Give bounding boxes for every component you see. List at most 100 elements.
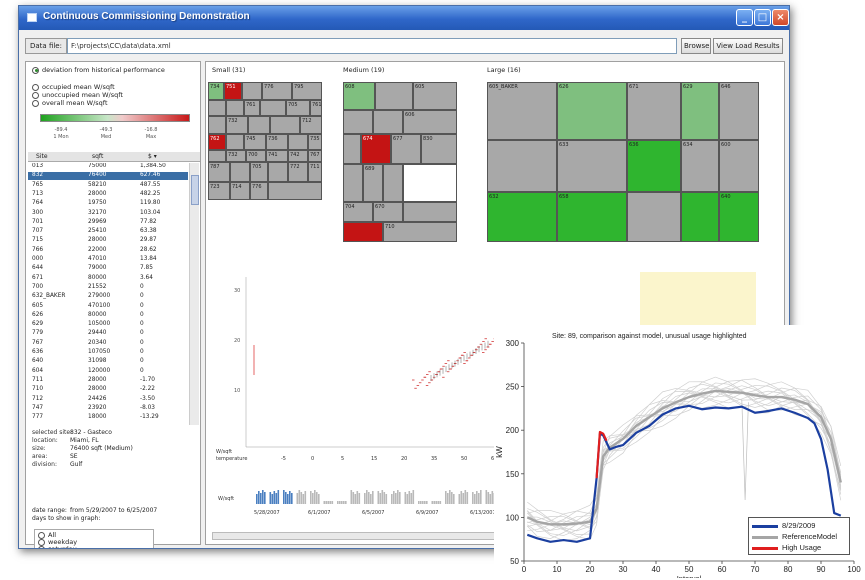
table-row[interactable]: 712 24426 -3.50 bbox=[28, 396, 188, 404]
treemap-tile[interactable]: 636 bbox=[627, 140, 681, 192]
metric-option-occupied[interactable]: occupied mean W/sqft bbox=[32, 83, 115, 92]
metric-option-unoccupied[interactable]: unoccupied mean W/sqft bbox=[32, 91, 123, 100]
minimize-button[interactable]: _ bbox=[736, 9, 753, 26]
treemap-tile[interactable] bbox=[681, 192, 719, 242]
radio-icon[interactable] bbox=[38, 531, 45, 539]
treemap-tile[interactable]: 605_BAKER bbox=[487, 82, 557, 140]
treemap-tile[interactable] bbox=[403, 164, 457, 202]
treemap-tile[interactable] bbox=[383, 164, 403, 202]
treemap-tile[interactable] bbox=[208, 116, 226, 134]
table-row[interactable]: 710 28000 -2.22 bbox=[28, 386, 188, 394]
treemap-tile[interactable] bbox=[242, 82, 262, 100]
treemap-tile[interactable] bbox=[343, 110, 373, 134]
treemap-tile[interactable]: 714 bbox=[230, 182, 250, 200]
treemap-tile[interactable]: 732 bbox=[226, 116, 248, 134]
table-row[interactable]: 707 25410 63.38 bbox=[28, 228, 188, 236]
table-row[interactable]: 764 19750 119.80 bbox=[28, 200, 188, 208]
table-row[interactable]: 636 107050 0 bbox=[28, 349, 188, 357]
table-row[interactable]: 013 75000 1,384.50 bbox=[28, 163, 188, 171]
view-load-results-button[interactable]: View Load Results bbox=[713, 38, 783, 54]
treemap-tile[interactable]: 710 bbox=[383, 222, 457, 242]
treemap-tile[interactable]: 700 bbox=[246, 150, 266, 162]
treemap-tile[interactable]: 795 bbox=[292, 82, 322, 100]
treemap-tile[interactable]: 776 bbox=[262, 82, 292, 100]
table-row[interactable]: 777 18000 -13.29 bbox=[28, 414, 188, 422]
treemap-tile[interactable] bbox=[226, 134, 244, 150]
treemap-tile[interactable]: 762 bbox=[208, 134, 226, 150]
metric-option-deviation[interactable]: deviation from historical performance bbox=[32, 66, 165, 75]
treemap-tile[interactable] bbox=[288, 134, 308, 150]
table-row[interactable]: 747 23920 -8.03 bbox=[28, 405, 188, 413]
treemap-tile[interactable]: 632 bbox=[487, 192, 557, 242]
treemap-tile[interactable] bbox=[248, 116, 270, 134]
treemap-tile[interactable]: 671 bbox=[627, 82, 681, 140]
treemap-tile[interactable] bbox=[487, 140, 557, 192]
table-row[interactable]: 604 120000 0 bbox=[28, 368, 188, 376]
treemap-tile[interactable] bbox=[260, 100, 286, 116]
treemap-tile[interactable]: 674 bbox=[361, 134, 391, 164]
treemap-tile[interactable] bbox=[375, 82, 413, 110]
radio-icon[interactable] bbox=[32, 99, 39, 107]
treemap-tile[interactable]: 761 bbox=[310, 100, 322, 116]
treemap-tile[interactable]: 711 bbox=[308, 162, 322, 182]
treemap-tile[interactable] bbox=[403, 202, 457, 222]
treemap-tile[interactable]: 712 bbox=[300, 116, 322, 134]
table-row[interactable]: 640 31098 0 bbox=[28, 358, 188, 366]
treemap-tile[interactable]: 751 bbox=[224, 82, 242, 100]
treemap-tile[interactable]: 600 bbox=[719, 140, 759, 192]
table-row[interactable]: 766 22000 28.62 bbox=[28, 247, 188, 255]
treemap-tile[interactable] bbox=[270, 116, 300, 134]
treemap-tile[interactable]: 732 bbox=[226, 150, 246, 162]
treemap-tile[interactable]: 605 bbox=[413, 82, 457, 110]
table-row[interactable]: 765 58210 487.55 bbox=[28, 182, 188, 190]
table-row[interactable]: 767 20340 0 bbox=[28, 340, 188, 348]
treemap-tile[interactable]: 705 bbox=[286, 100, 310, 116]
treemap-tile[interactable]: 745 bbox=[244, 134, 266, 150]
table-row[interactable]: 701 29969 77.82 bbox=[28, 219, 188, 227]
metric-option-overall[interactable]: overall mean W/sqft bbox=[32, 99, 108, 108]
treemap-tile[interactable]: 640 bbox=[719, 192, 759, 242]
day-option-all[interactable]: All bbox=[38, 531, 56, 540]
table-row[interactable]: 700 21552 0 bbox=[28, 284, 188, 292]
column-header-sqft[interactable]: sqft bbox=[92, 153, 104, 160]
treemap-tile[interactable]: 626 bbox=[557, 82, 627, 140]
treemap-tile[interactable] bbox=[268, 162, 288, 182]
table-row[interactable]: 832 76400 627.46 bbox=[28, 172, 188, 180]
treemap-tile[interactable]: 670 bbox=[373, 202, 403, 222]
treemap-tile[interactable]: 704 bbox=[343, 202, 373, 222]
radio-icon[interactable] bbox=[32, 91, 39, 99]
treemap-tile[interactable]: 767 bbox=[308, 150, 322, 162]
treemap-tile[interactable]: 736 bbox=[266, 134, 288, 150]
day-option-weekday[interactable]: weekday bbox=[38, 538, 77, 547]
title-bar[interactable]: Continuous Commissioning Demonstration _… bbox=[19, 6, 789, 30]
table-row[interactable]: 000 47010 13.84 bbox=[28, 256, 188, 264]
treemap-tile[interactable]: 772 bbox=[288, 162, 308, 182]
column-header-value[interactable]: $ ▾ bbox=[148, 153, 157, 160]
browse-button[interactable]: Browse bbox=[681, 38, 711, 54]
treemap-tile[interactable] bbox=[343, 164, 363, 202]
radio-icon[interactable] bbox=[38, 538, 45, 546]
table-row[interactable]: 605 470100 0 bbox=[28, 303, 188, 311]
treemap-tile[interactable] bbox=[373, 110, 403, 134]
treemap-tile[interactable]: 761 bbox=[244, 100, 260, 116]
site-list-scrollbar[interactable] bbox=[189, 163, 199, 425]
treemap-tile[interactable]: 646 bbox=[719, 82, 759, 140]
treemap-tile[interactable]: 705 bbox=[250, 162, 268, 182]
table-row[interactable]: 713 28000 482.25 bbox=[28, 191, 188, 199]
treemap-tile[interactable]: 677 bbox=[391, 134, 421, 164]
column-header-site[interactable]: Site bbox=[36, 153, 48, 160]
table-row[interactable]: 711 28000 -1.70 bbox=[28, 377, 188, 385]
day-option-saturday[interactable]: saturday bbox=[38, 545, 77, 548]
treemap-tile[interactable]: 741 bbox=[266, 150, 288, 162]
treemap-tile[interactable]: 689 bbox=[363, 164, 383, 202]
treemap-tile[interactable] bbox=[627, 192, 681, 242]
data-file-input[interactable]: F:\projects\CC\data\data.xml bbox=[67, 38, 677, 54]
treemap-tile[interactable]: 634 bbox=[681, 140, 719, 192]
scrollbar-thumb[interactable] bbox=[191, 175, 199, 205]
treemap-tile[interactable] bbox=[208, 100, 226, 116]
maximize-button[interactable]: □ bbox=[754, 9, 771, 26]
treemap-tile[interactable]: 633 bbox=[557, 140, 627, 192]
treemap-tile[interactable] bbox=[343, 134, 361, 164]
treemap-tile[interactable] bbox=[268, 182, 322, 200]
close-button[interactable]: × bbox=[772, 9, 789, 26]
